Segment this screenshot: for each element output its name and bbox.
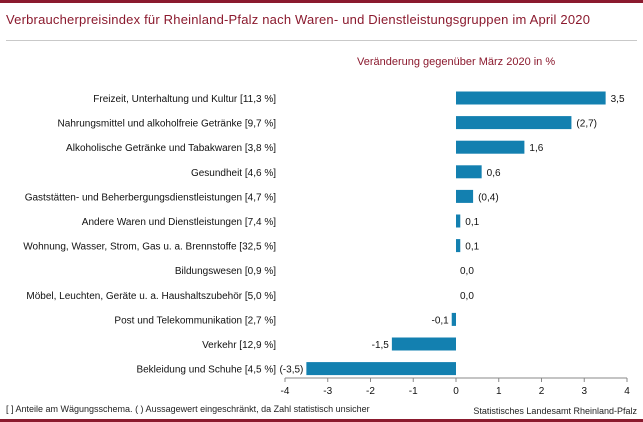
source-note: Statistisches Landesamt Rheinland-Pfalz — [473, 406, 637, 416]
category-label: Gesundheit [4,6 %] — [191, 168, 276, 179]
bar — [306, 362, 456, 376]
bar — [456, 214, 461, 228]
category-label: Post und Telekommunikation [2,7 %] — [114, 315, 276, 326]
category-label: Bildungswesen [0,9 %] — [175, 266, 276, 277]
chart-title: Verbraucherpreisindex für Rheinland-Pfal… — [6, 12, 591, 27]
category-label: Verkehr [12,9 %] — [202, 340, 276, 351]
title-divider — [6, 40, 637, 41]
chart-subtitle: Veränderung gegenüber März 2020 in % — [357, 56, 556, 68]
data-label: 1,6 — [529, 143, 543, 154]
x-tick-label: 3 — [581, 386, 587, 397]
data-label: 0,0 — [460, 291, 474, 302]
category-label: Möbel, Leuchten, Geräte u. a. Haushaltsz… — [26, 291, 276, 302]
x-tick-label: 2 — [539, 386, 545, 397]
category-label: Nahrungsmittel und alkoholfreie Getränke… — [58, 119, 277, 130]
x-tick-label: -4 — [281, 386, 290, 397]
data-label: 0,0 — [460, 266, 474, 277]
x-tick-label: -1 — [409, 386, 418, 397]
data-label: (0,4) — [478, 192, 499, 203]
x-tick-label: 1 — [496, 386, 502, 397]
data-label: -0,1 — [431, 315, 449, 326]
category-label: Alkoholische Getränke und Tabakwaren [3,… — [66, 143, 276, 154]
data-label: -1,5 — [372, 340, 390, 351]
bar — [456, 165, 482, 179]
x-tick-label: -2 — [366, 386, 375, 397]
category-label: Andere Waren und Dienstleistungen [7,4 %… — [82, 217, 276, 228]
category-label: Gaststätten- und Beherbergungsdienstleis… — [25, 192, 276, 203]
bar — [456, 189, 474, 203]
data-label: 3,5 — [611, 94, 625, 105]
data-label: 0,1 — [465, 217, 479, 228]
bar — [456, 91, 606, 105]
bar — [451, 312, 456, 326]
category-label: Bekleidung und Schuhe [4,5 %] — [136, 365, 276, 376]
category-label: Wohnung, Wasser, Strom, Gas u. a. Brenns… — [23, 242, 276, 253]
top-accent-bar — [0, 0, 643, 3]
bar — [391, 337, 456, 351]
data-label: 0,1 — [465, 242, 479, 253]
x-tick-label: 0 — [453, 386, 459, 397]
bottom-accent-bar — [0, 419, 643, 422]
category-label: Freizeit, Unterhaltung und Kultur [11,3 … — [93, 94, 276, 105]
data-label: 0,6 — [487, 168, 501, 179]
bar — [456, 116, 572, 130]
bar — [456, 140, 525, 154]
bar — [456, 239, 461, 253]
data-label: (-3,5) — [279, 365, 303, 376]
footnote: [ ] Anteile am Wägungsschema. ( ) Aussag… — [6, 404, 370, 414]
x-tick-label: 4 — [624, 386, 630, 397]
data-label: (2,7) — [576, 119, 597, 130]
x-tick-label: -3 — [323, 386, 332, 397]
